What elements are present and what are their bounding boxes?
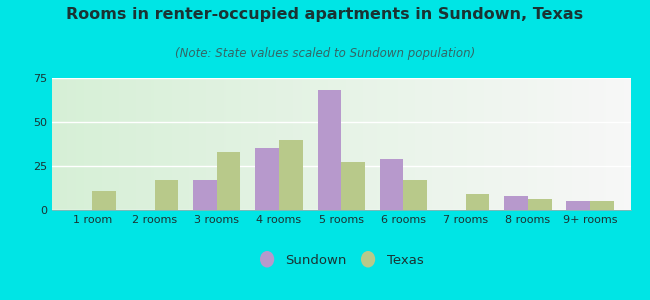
Bar [92,190,116,210]
Bar [566,201,590,210]
Bar [155,180,178,210]
Legend: Sundown, Texas: Sundown, Texas [254,248,428,272]
Bar [255,148,279,210]
Bar [341,163,365,210]
Bar [193,180,217,210]
Bar [318,90,341,210]
Bar [404,180,427,210]
Bar [217,152,240,210]
Text: (Note: State values scaled to Sundown population): (Note: State values scaled to Sundown po… [175,46,475,59]
Bar [504,196,528,210]
Text: Rooms in renter-occupied apartments in Sundown, Texas: Rooms in renter-occupied apartments in S… [66,8,584,22]
Bar [279,140,303,210]
Bar [465,194,489,210]
Bar [528,200,551,210]
Bar [380,159,404,210]
Bar [590,201,614,210]
